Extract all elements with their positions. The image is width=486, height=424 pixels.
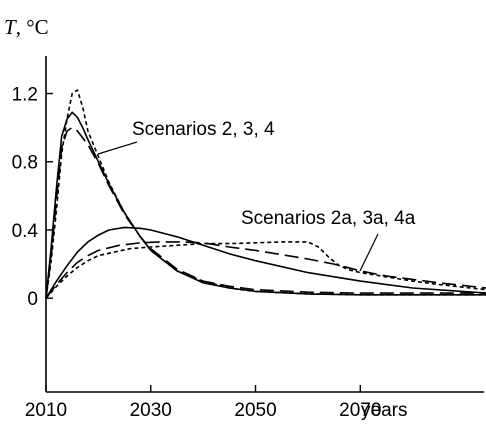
x-axis-title: years: [361, 400, 407, 421]
series-layer: [45, 89, 486, 299]
annotation-label: Scenarios 2, 3, 4: [132, 119, 275, 140]
annotation-scenarios-2-3-4: Scenarios 2, 3, 4: [97, 119, 275, 155]
x-tick-label: 2050: [234, 400, 276, 421]
annotation-label: Scenarios 2a, 3a, 4a: [241, 208, 416, 229]
annotation-leader: [97, 141, 138, 155]
y-axis-variable: T: [4, 15, 17, 39]
y-tick-label: 0.4: [12, 221, 39, 242]
y-tick-label: 0.8: [12, 153, 38, 174]
y-axis-unit: , °C: [16, 15, 49, 39]
series-line-2: [45, 126, 486, 299]
x-tick-label: 2070: [339, 400, 381, 421]
y-tick-label: 1.2: [12, 85, 38, 106]
series-line-6: [45, 241, 486, 299]
series-line-5: [45, 241, 486, 299]
series-line-3: [45, 89, 486, 299]
x-tick-label: 2010: [25, 400, 67, 421]
y-axis-title: T, °C: [4, 15, 49, 39]
series-line-4: [45, 226, 486, 299]
ticks: 0 0.4 0.8 1.2 2010 2030 2050 2070: [12, 85, 382, 421]
x-tick-label: 2030: [130, 400, 172, 421]
y-tick-label: 0: [27, 289, 38, 310]
annotation-scenarios-2a-3a-4a: Scenarios 2a, 3a, 4a: [241, 208, 416, 272]
series-line-1: [45, 111, 486, 299]
annotation-leader: [359, 233, 379, 272]
